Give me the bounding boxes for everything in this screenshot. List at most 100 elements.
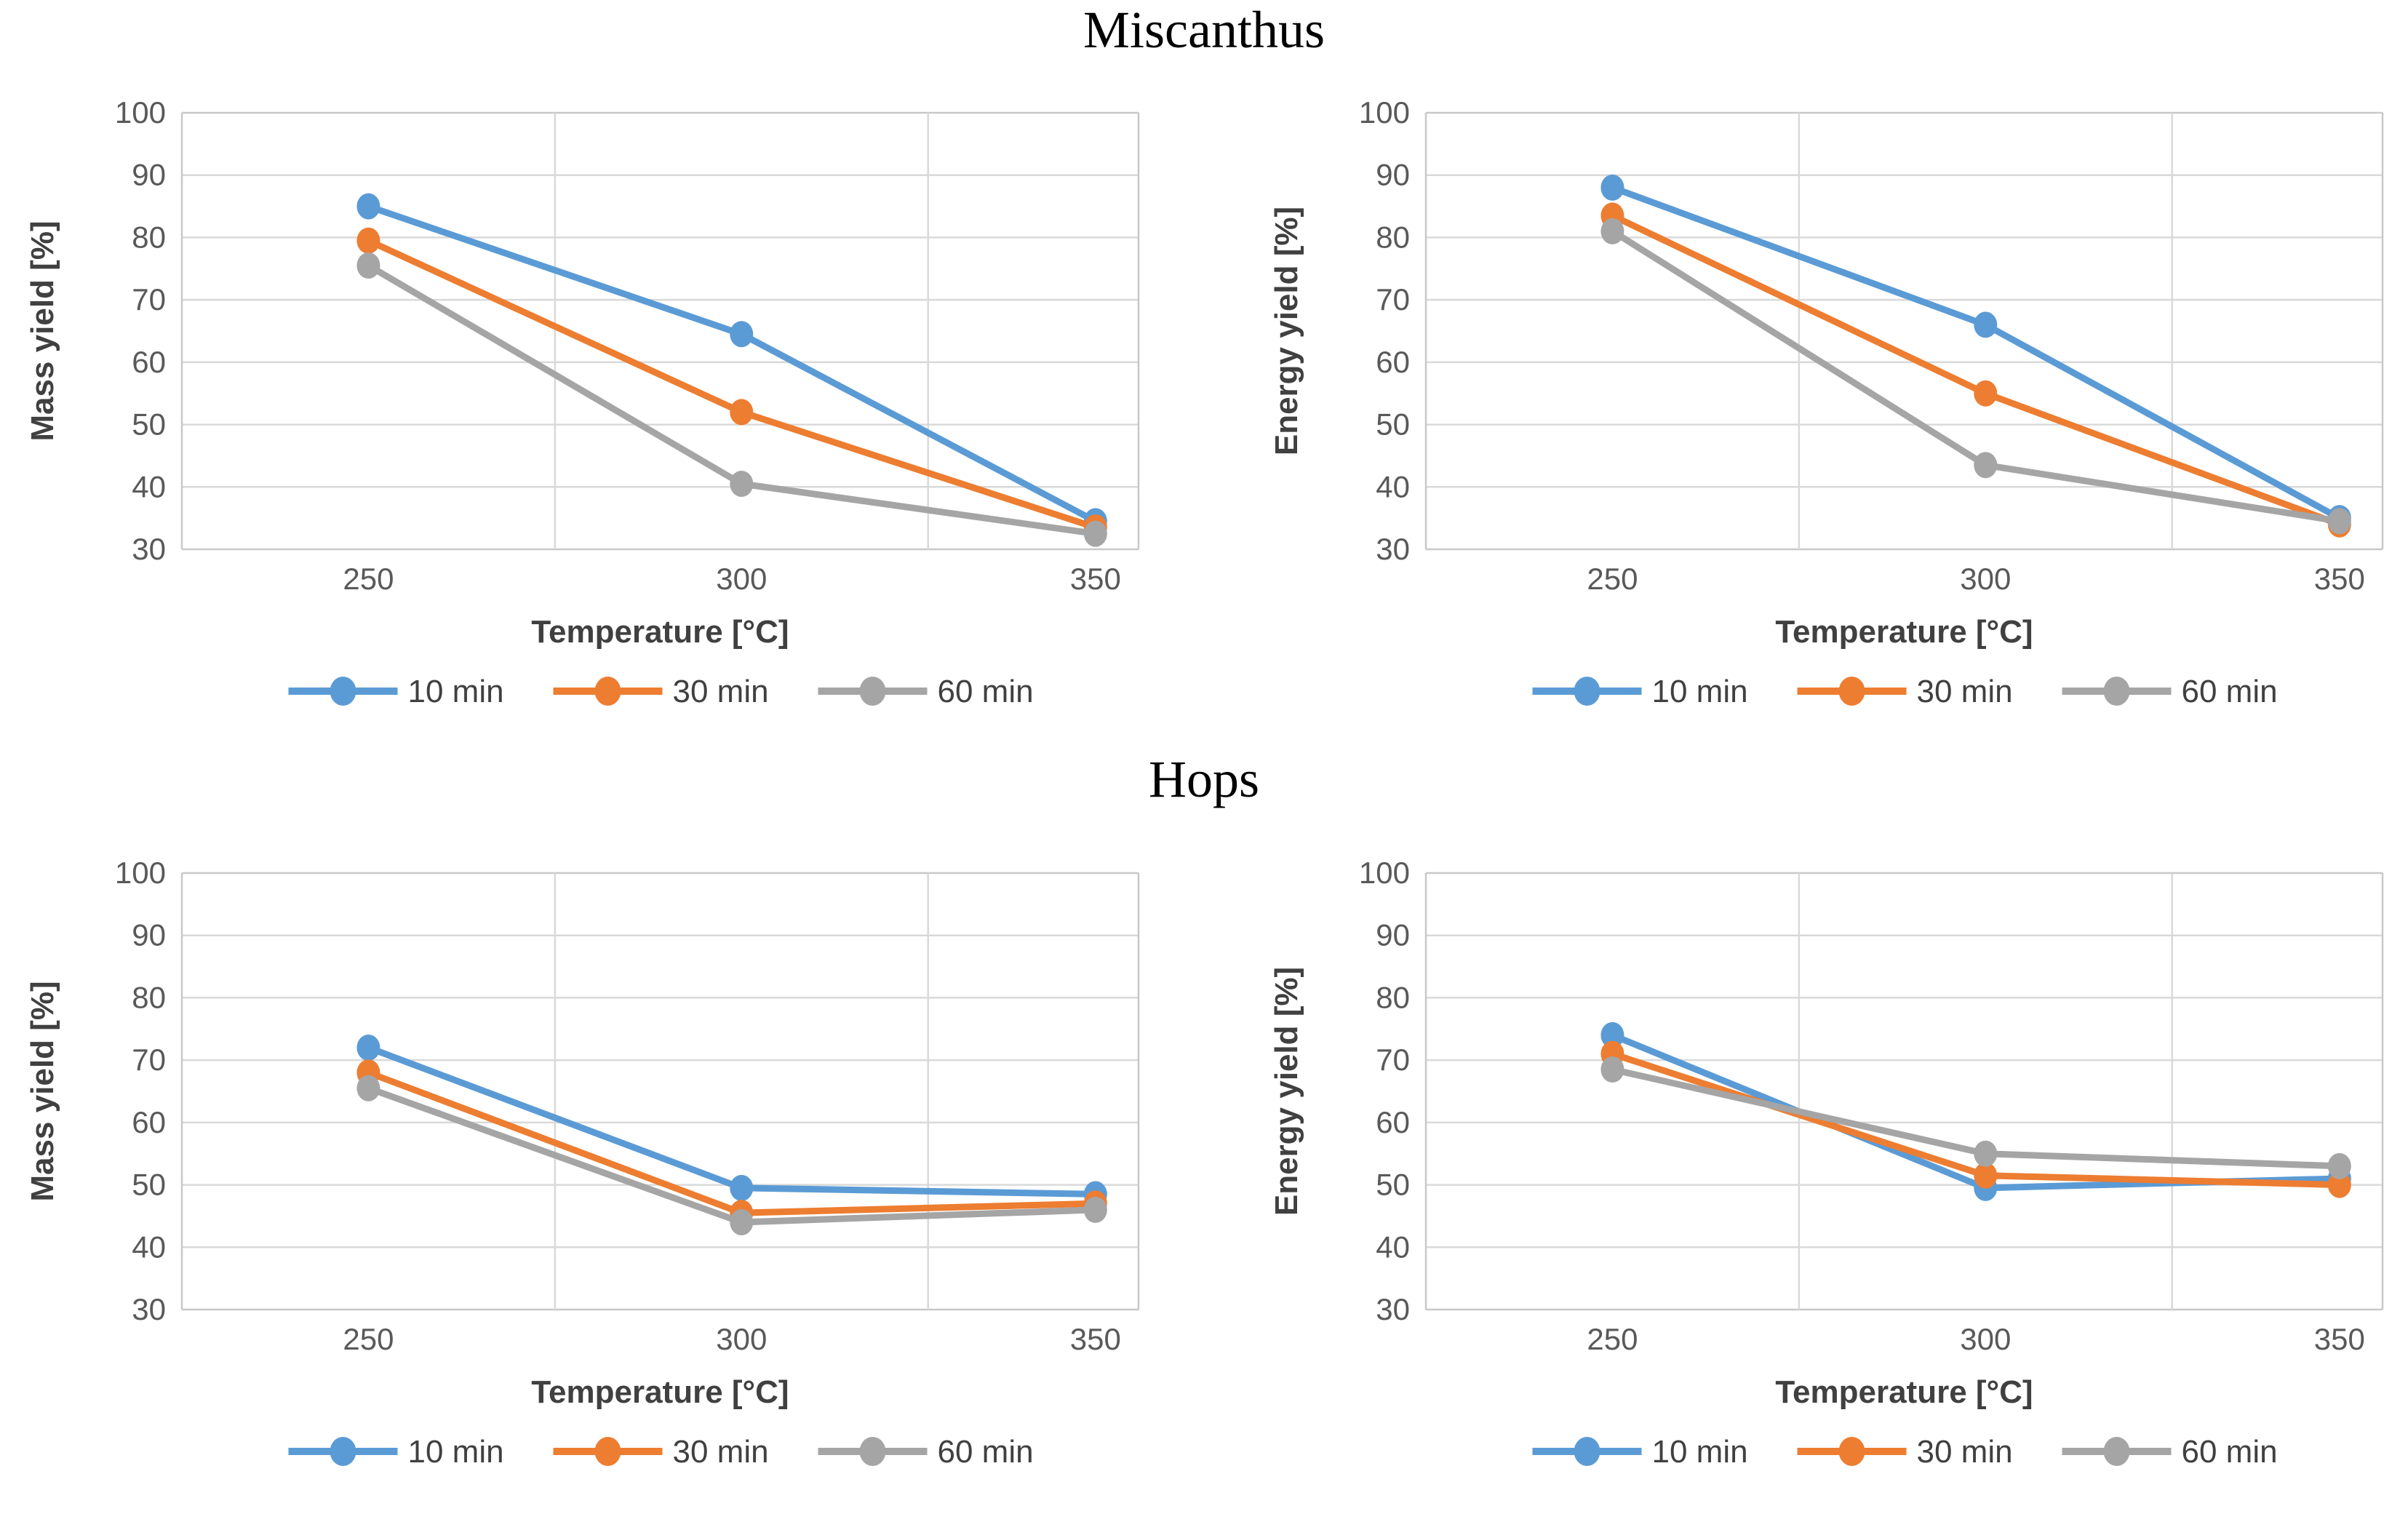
legend-label: 10 min [408, 674, 504, 709]
legend-label: 10 min [1652, 674, 1748, 709]
legend-marker-icon [859, 677, 886, 706]
y-tick-label: 100 [115, 856, 166, 890]
data-point-marker [1974, 311, 1998, 338]
y-tick-label: 70 [1376, 1043, 1410, 1077]
chart-hops-energy-yield: 100 90 80 70 60 50 40 30 250 300 350 Temperature [°… [1269, 856, 2384, 1470]
y-tick-label: 90 [132, 158, 166, 192]
data-point-marker [730, 1209, 754, 1235]
x-axis-title: Temperature [°C] [531, 614, 789, 650]
x-tick-label: 350 [2314, 1322, 2365, 1356]
data-point-marker [1974, 1140, 1998, 1167]
data-point-marker [730, 471, 754, 497]
legend-marker-icon [1574, 677, 1600, 706]
data-point-marker [356, 1035, 380, 1061]
chart-miscanthus-mass-yield: 100 90 80 70 60 50 40 30 250 300 350 Temperature [°… [25, 95, 1140, 709]
x-tick-label: 250 [1587, 1322, 1638, 1356]
legend-item-10-min: 10 min [1532, 674, 1748, 709]
data-point-marker [2327, 1171, 2351, 1198]
x-axis-title: Temperature [°C] [1775, 614, 2033, 650]
y-tick-label: 60 [1376, 1105, 1410, 1139]
y-axis-title: Energy yield [%] [1269, 967, 1304, 1216]
data-point-marker [356, 227, 380, 254]
y-tick-label: 90 [132, 918, 166, 952]
series-line-60-min [364, 1085, 1099, 1226]
y-tick-label: 30 [1376, 1292, 1410, 1326]
y-tick-label: 90 [1376, 918, 1410, 952]
legend-marker-icon [594, 1437, 621, 1466]
y-tick-label: 50 [132, 1168, 166, 1202]
legend-marker-icon [859, 1437, 886, 1466]
chart-hops-mass-yield: 100 90 80 70 60 50 40 30 250 300 350 Temperature [°… [25, 856, 1140, 1470]
legend-marker-icon [2103, 1437, 2130, 1466]
data-point-marker [356, 193, 380, 220]
y-tick-label: 60 [1376, 345, 1410, 379]
y-tick-label: 80 [1376, 220, 1410, 254]
legend-item-30-min: 30 min [1797, 1434, 2013, 1470]
y-tick-label: 100 [115, 95, 166, 130]
legend-label: 60 min [2182, 1434, 2278, 1470]
y-tick-label: 100 [1359, 856, 1410, 890]
data-point-marker [1083, 1196, 1107, 1223]
legend-label: 30 min [1917, 1434, 2013, 1470]
y-axis-title: Mass yield [%] [25, 220, 60, 441]
legend-marker-icon [2103, 677, 2130, 706]
group-title-hops: Hops [1148, 750, 1259, 808]
chart-miscanthus-energy-yield: 100 90 80 70 60 50 40 30 250 300 350 Temperature [°… [1269, 95, 2384, 709]
data-point-marker [356, 252, 380, 279]
legend-item-30-min: 30 min [1797, 674, 2013, 709]
legend-label: 30 min [673, 1434, 769, 1470]
legend-label: 60 min [2182, 674, 2278, 709]
legend-label: 10 min [408, 1434, 504, 1470]
legend-label: 30 min [673, 674, 769, 709]
legend-label: 30 min [1917, 674, 2013, 709]
legend-label: 60 min [938, 1434, 1034, 1470]
legend-marker-icon [330, 677, 356, 706]
data-point-marker [1974, 1162, 1998, 1189]
x-tick-label: 350 [1070, 562, 1121, 596]
data-point-marker [2327, 508, 2351, 535]
x-tick-label: 300 [716, 1322, 767, 1356]
series-line-60-min [1608, 228, 2343, 525]
legend-item-60-min: 60 min [2062, 1434, 2278, 1470]
y-tick-label: 40 [1376, 1230, 1410, 1264]
group-title-miscanthus: Miscanthus [1083, 1, 1325, 59]
y-tick-label: 50 [1376, 1168, 1410, 1202]
y-tick-label: 80 [132, 220, 166, 254]
legend-marker-icon [1574, 1437, 1600, 1466]
data-point-marker [1083, 520, 1107, 547]
y-tick-label: 30 [132, 532, 166, 566]
y-tick-label: 100 [1359, 95, 1410, 130]
data-point-marker [1600, 1056, 1624, 1083]
x-axis-title: Temperature [°C] [1775, 1374, 2033, 1410]
legend-marker-icon [330, 1437, 356, 1466]
y-tick-label: 70 [132, 1043, 166, 1077]
legend-item-10-min: 10 min [288, 674, 504, 709]
data-point-marker [1600, 1021, 1624, 1048]
legend-item-10-min: 10 min [288, 1434, 504, 1470]
legend-item-30-min: 30 min [553, 674, 769, 709]
legend-item-30-min: 30 min [553, 1434, 769, 1470]
y-tick-label: 70 [132, 282, 166, 316]
y-tick-label: 50 [1376, 407, 1410, 442]
y-tick-label: 60 [132, 345, 166, 379]
legend-item-60-min: 60 min [818, 674, 1034, 709]
legend-marker-icon [594, 677, 621, 706]
legend-label: 60 min [938, 674, 1034, 709]
y-axis-title: Energy yield [%] [1269, 207, 1304, 455]
data-point-marker [356, 1075, 380, 1101]
y-axis-title: Mass yield [%] [25, 981, 60, 1201]
x-tick-label: 250 [1587, 562, 1638, 596]
y-tick-label: 30 [1376, 532, 1410, 566]
series-line-10-min [364, 203, 1099, 525]
data-point-marker [2327, 1152, 2351, 1179]
y-tick-label: 30 [132, 1292, 166, 1326]
y-tick-label: 50 [132, 407, 166, 442]
legend-label: 10 min [1652, 1434, 1748, 1470]
y-tick-label: 80 [132, 980, 166, 1014]
data-point-marker [1974, 452, 1998, 479]
legend-item-60-min: 60 min [818, 1434, 1034, 1470]
y-tick-label: 70 [1376, 282, 1410, 316]
data-point-marker [730, 1174, 754, 1201]
x-tick-label: 250 [343, 562, 394, 596]
legend-marker-icon [1838, 1437, 1865, 1466]
